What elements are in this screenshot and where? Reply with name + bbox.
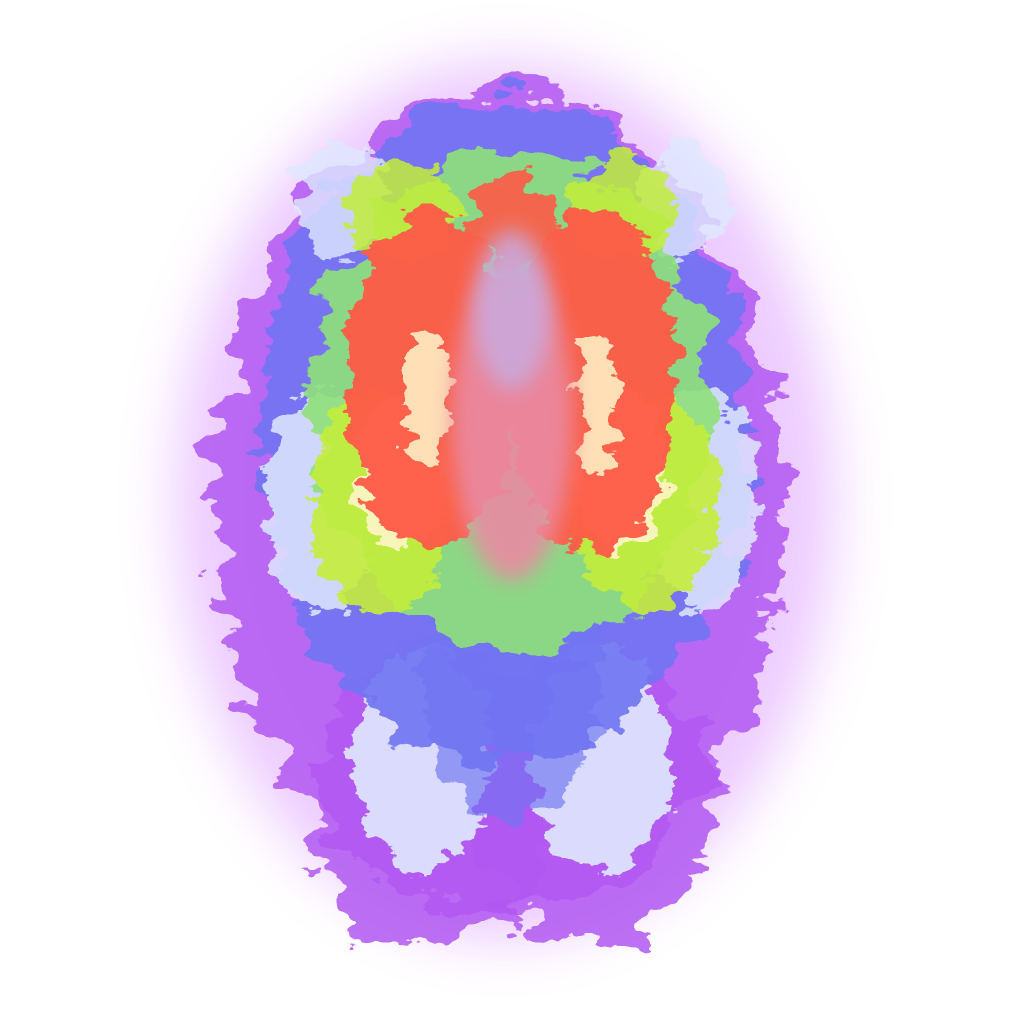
- cream-streak-left: [405, 330, 449, 470]
- core-lilac: [474, 230, 550, 390]
- cream-streak-right: [575, 330, 619, 470]
